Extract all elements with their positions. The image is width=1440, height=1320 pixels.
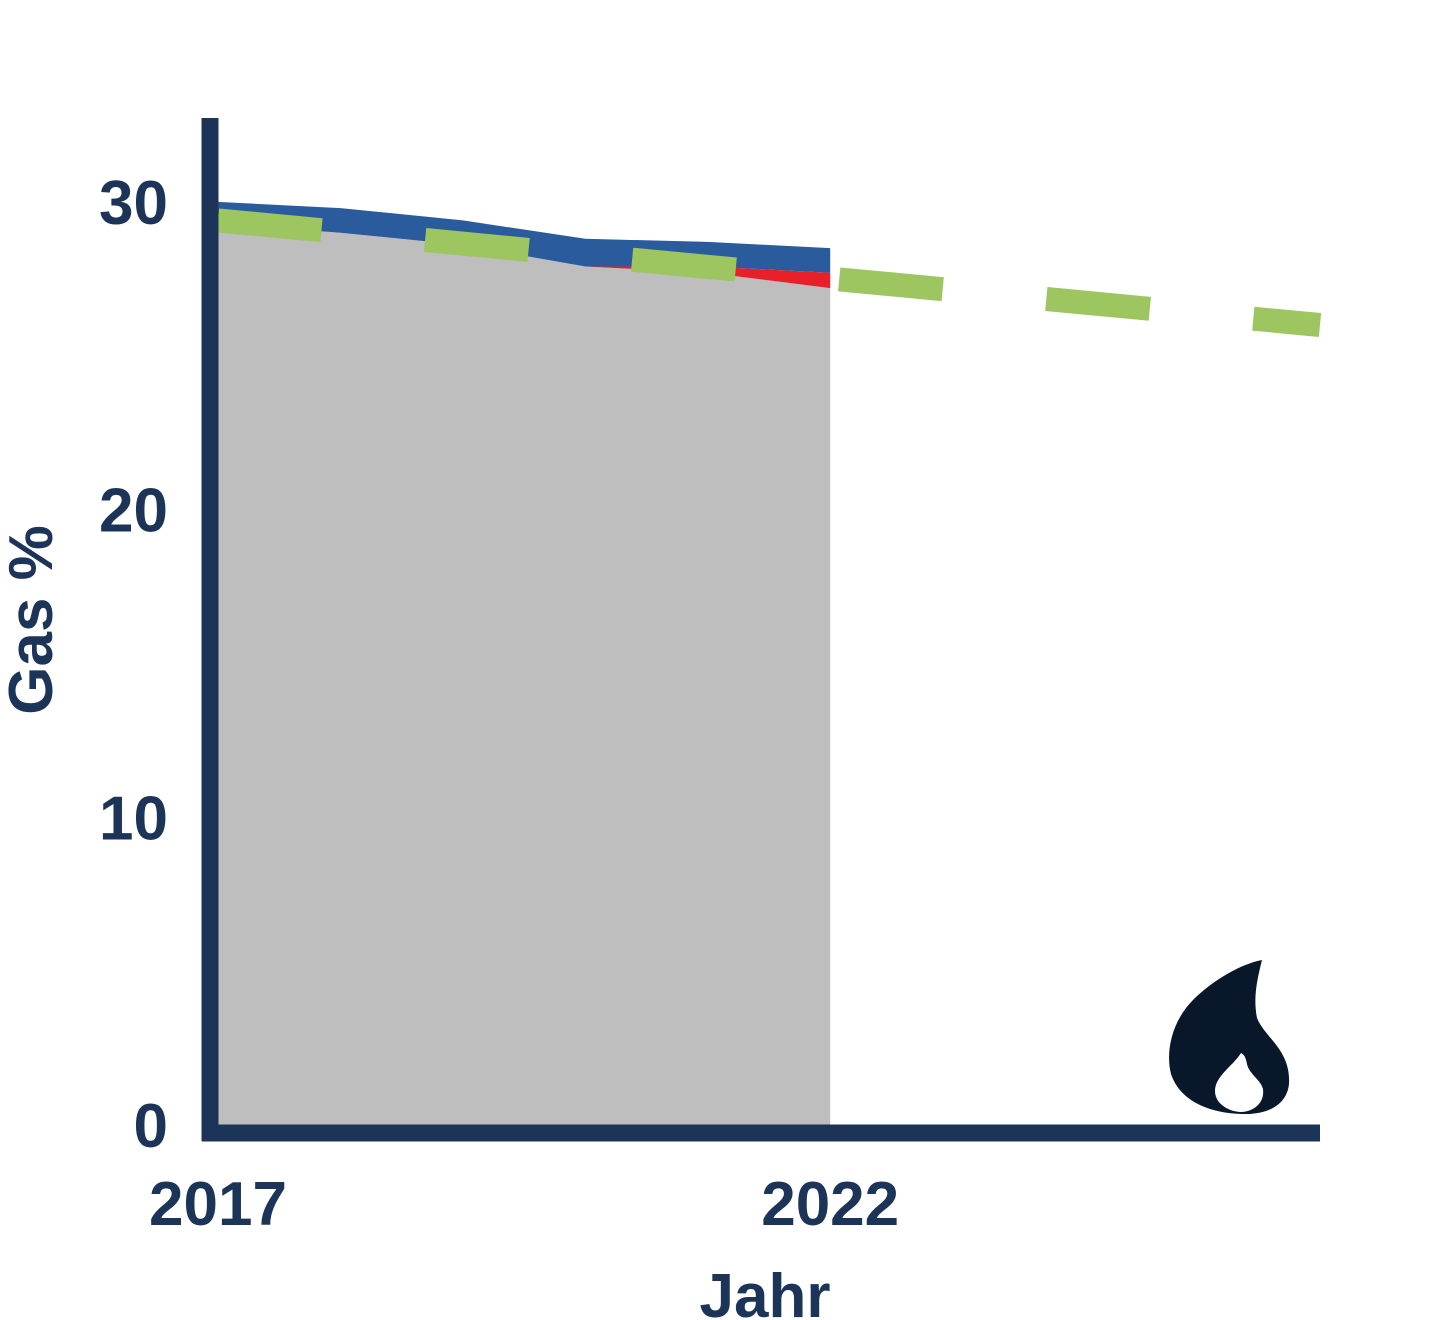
y-tick-label-0: 0 [134,1092,168,1161]
dashed-line-segment-2 [423,228,530,262]
y-tick-label-10: 10 [99,784,168,853]
x-axis-label: Jahr [700,1262,831,1320]
axes [201,118,1320,1142]
dashed-line-segment-1 [216,208,323,243]
x-tick-label-2017: 2017 [149,1170,287,1239]
dashed-line-segment-6 [1252,306,1322,337]
y-tick-label-30: 30 [99,169,168,238]
projection-lines [216,208,1322,337]
x-tick-label-2022: 2022 [761,1170,899,1239]
dashed-line-segment-5 [1045,287,1151,321]
y-tick-labels: 0 10 20 30 [99,169,168,1161]
y-tick-label-20: 20 [99,477,168,546]
area-layer-1 [218,223,831,1125]
area-layers [218,201,831,1125]
x-tick-labels: 2017 2022 [149,1170,899,1239]
flame-icon [1169,960,1290,1114]
y-axis-label: Gas % [0,525,66,715]
dashed-line-segment-4 [838,267,944,302]
dashed-line-segment-3 [630,247,737,282]
